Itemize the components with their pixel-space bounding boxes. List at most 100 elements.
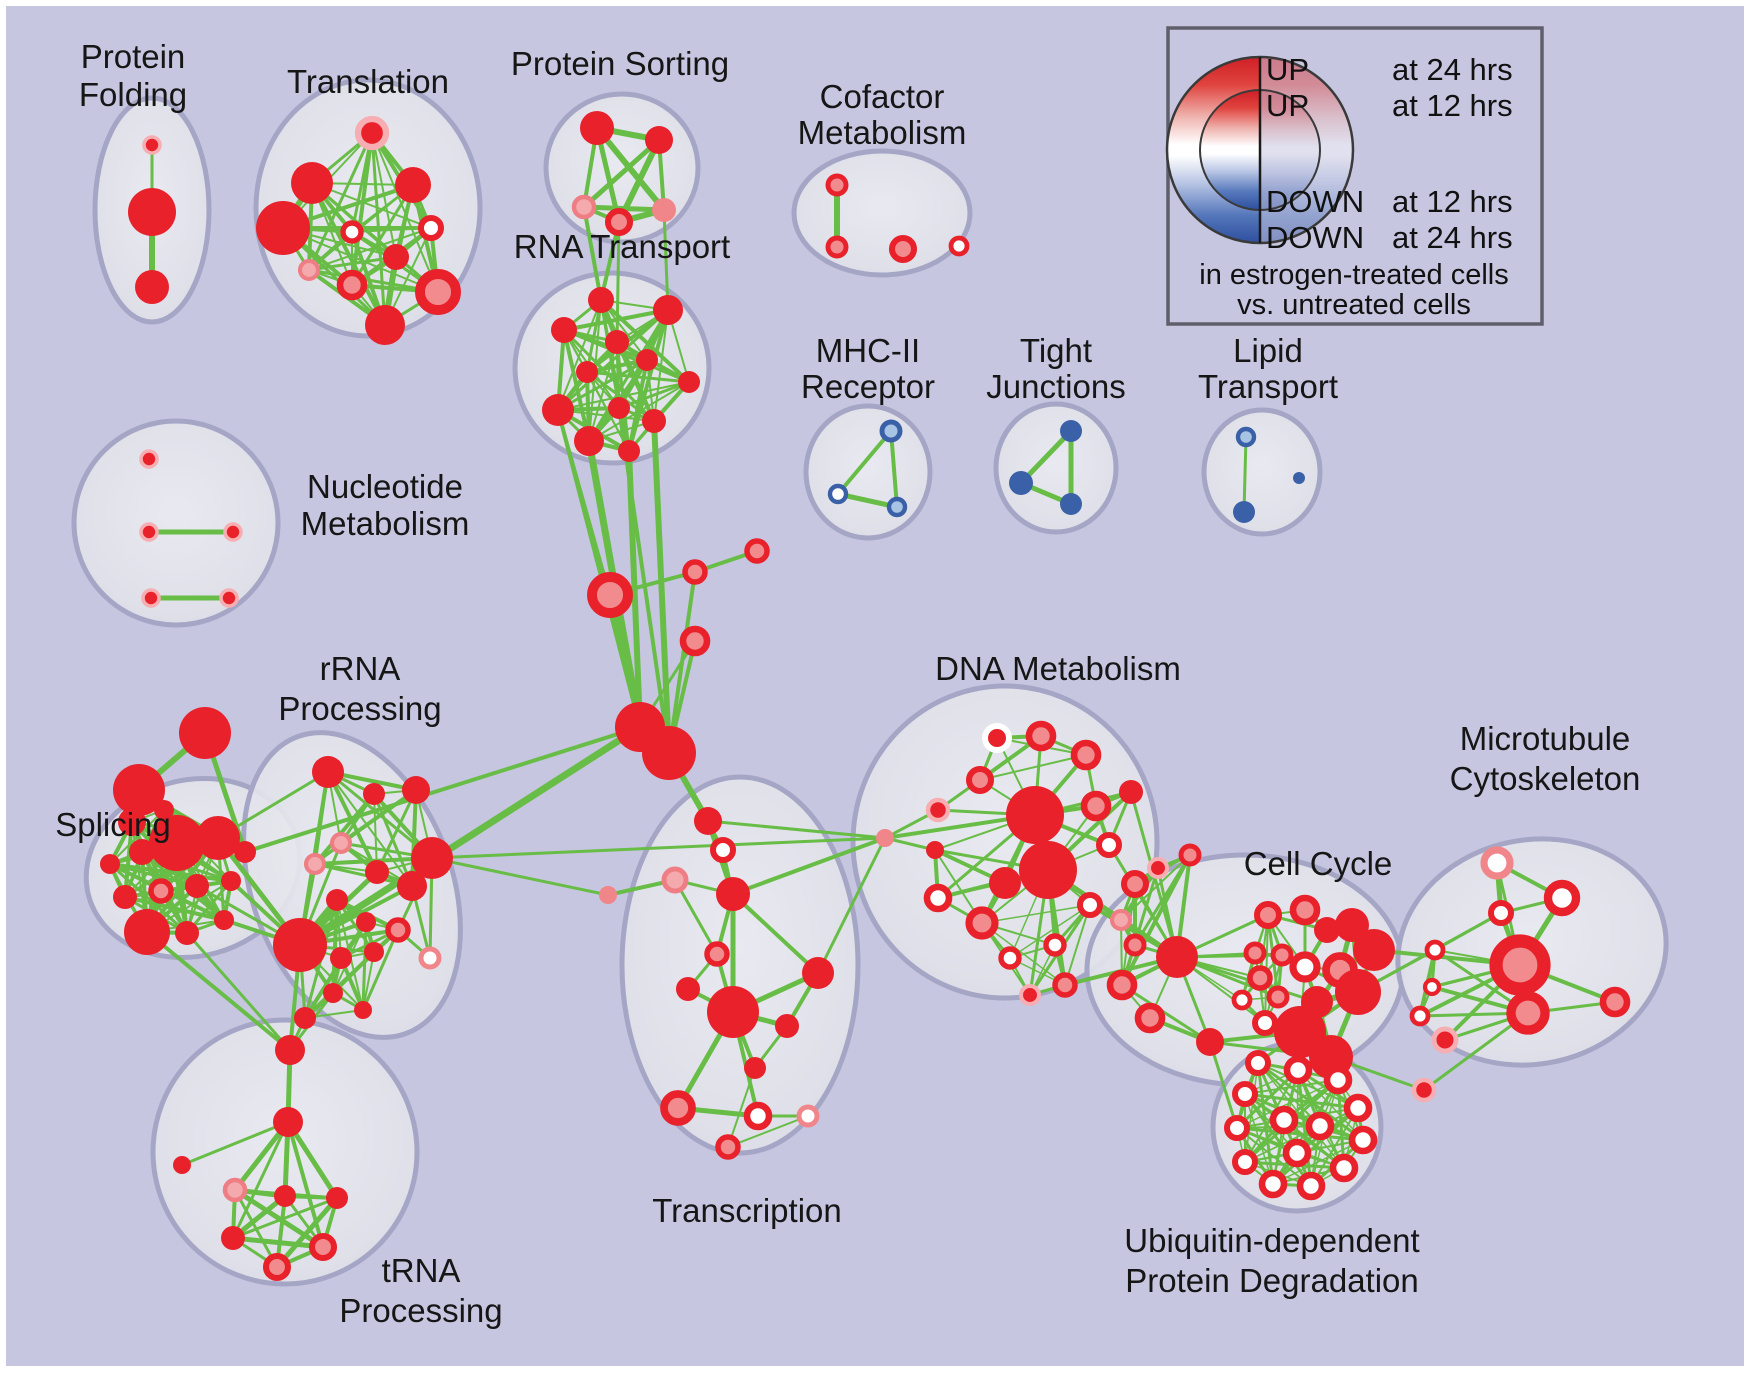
gene-node xyxy=(326,889,348,911)
gene-node xyxy=(1052,972,1078,998)
edge xyxy=(351,227,432,233)
gene-node xyxy=(221,871,241,891)
edge xyxy=(627,358,649,453)
gene-node xyxy=(715,1134,741,1160)
edge xyxy=(361,928,400,1012)
legend-row-1-time: at 12 hrs xyxy=(1392,88,1513,123)
legend-row-2-word: DOWN xyxy=(1266,184,1364,219)
gene-node xyxy=(571,194,597,220)
gene-node xyxy=(1343,1093,1373,1123)
edge xyxy=(562,328,691,384)
gene-node xyxy=(1109,908,1133,932)
gene-node xyxy=(1323,1065,1353,1095)
gene-node xyxy=(1296,1171,1326,1201)
gene-node xyxy=(222,1177,248,1203)
edge xyxy=(286,1120,325,1249)
cluster-cofactor-metabolism xyxy=(791,148,973,278)
legend-footer-line-1: in estrogen-treated cells xyxy=(1199,259,1509,291)
gene-node xyxy=(775,1014,799,1038)
gene-node xyxy=(1224,1115,1250,1141)
label-protein-sorting: Protein Sorting xyxy=(511,45,729,82)
label-mhc-ii-receptor: Receptor xyxy=(801,368,935,405)
gene-node xyxy=(411,837,453,879)
gene-node xyxy=(135,270,169,304)
edge xyxy=(731,892,820,975)
gene-node xyxy=(716,877,750,911)
gene-node xyxy=(364,942,384,962)
gene-node xyxy=(336,269,368,301)
gene-node xyxy=(124,909,170,955)
gene-node xyxy=(142,135,162,155)
edge xyxy=(307,131,374,272)
edge xyxy=(557,381,690,411)
label-translation: Translation xyxy=(287,63,449,100)
legend-row-0-time: at 24 hrs xyxy=(1392,52,1513,87)
gene-node xyxy=(1411,1077,1437,1103)
label-microtubule-cytoskeleton: Microtubule xyxy=(1460,720,1631,757)
gene-node xyxy=(274,1185,296,1207)
gene-node xyxy=(273,918,327,972)
edge xyxy=(816,836,887,975)
gene-node xyxy=(678,371,700,393)
edge xyxy=(615,220,621,344)
gene-node xyxy=(1146,856,1170,880)
gene-node xyxy=(1134,1002,1166,1034)
gene-node xyxy=(982,723,1012,753)
gene-node xyxy=(1353,929,1395,971)
gene-node xyxy=(173,1156,191,1174)
gene-node xyxy=(329,831,353,855)
legend-footer-line-2: vs. untreated cells xyxy=(1237,289,1471,321)
gene-node xyxy=(710,837,736,863)
gene-node xyxy=(1305,1111,1335,1141)
gene-node xyxy=(383,244,409,270)
gene-node xyxy=(998,946,1022,970)
gene-node xyxy=(825,235,849,259)
gene-node xyxy=(825,173,849,197)
gene-node xyxy=(1282,1138,1312,1168)
label-dna-metabolism: DNA Metabolism xyxy=(935,650,1181,687)
edge xyxy=(1064,904,1091,986)
gene-node xyxy=(642,409,666,433)
gene-node xyxy=(340,220,364,244)
label-tight-junctions: Tight xyxy=(1020,332,1092,369)
gene-node xyxy=(219,588,239,608)
label-nucleotide-metabolism: Nucleotide xyxy=(307,468,463,505)
gene-node xyxy=(139,449,159,469)
gene-node xyxy=(599,886,617,904)
cluster-tight-junctions xyxy=(993,401,1119,535)
gene-node xyxy=(588,287,614,313)
edge xyxy=(1009,904,1091,959)
edge xyxy=(285,1119,340,1201)
edge xyxy=(311,182,432,229)
edge xyxy=(594,125,667,213)
gene-node xyxy=(1266,985,1290,1009)
gene-node xyxy=(923,883,953,913)
edge xyxy=(889,429,899,509)
gene-node xyxy=(948,235,970,257)
edge xyxy=(230,1235,326,1250)
label-microtubule-cytoskeleton: Cytoskeleton xyxy=(1450,760,1641,797)
legend-row-1-word: UP xyxy=(1266,88,1309,123)
nodes xyxy=(100,111,1631,1282)
gene-node xyxy=(223,522,243,542)
gene-node xyxy=(196,816,240,860)
gene-node xyxy=(148,878,174,904)
legend-row-2-time: at 12 hrs xyxy=(1392,184,1513,219)
gene-node xyxy=(1070,739,1102,771)
gene-node xyxy=(636,349,658,371)
edge xyxy=(1175,955,1319,1004)
gene-node xyxy=(397,871,427,901)
gene-node xyxy=(827,483,849,505)
edge xyxy=(662,208,670,312)
gene-node xyxy=(604,207,634,237)
legend-row-0-word: UP xyxy=(1266,52,1309,87)
edge xyxy=(581,137,662,210)
gene-node xyxy=(1060,420,1082,442)
gene-node xyxy=(418,946,442,970)
edge xyxy=(1244,1093,1274,1185)
label-protein-folding: Protein xyxy=(81,38,186,75)
gene-node xyxy=(1245,1050,1271,1076)
edge xyxy=(588,381,690,442)
gene-node xyxy=(580,111,614,145)
